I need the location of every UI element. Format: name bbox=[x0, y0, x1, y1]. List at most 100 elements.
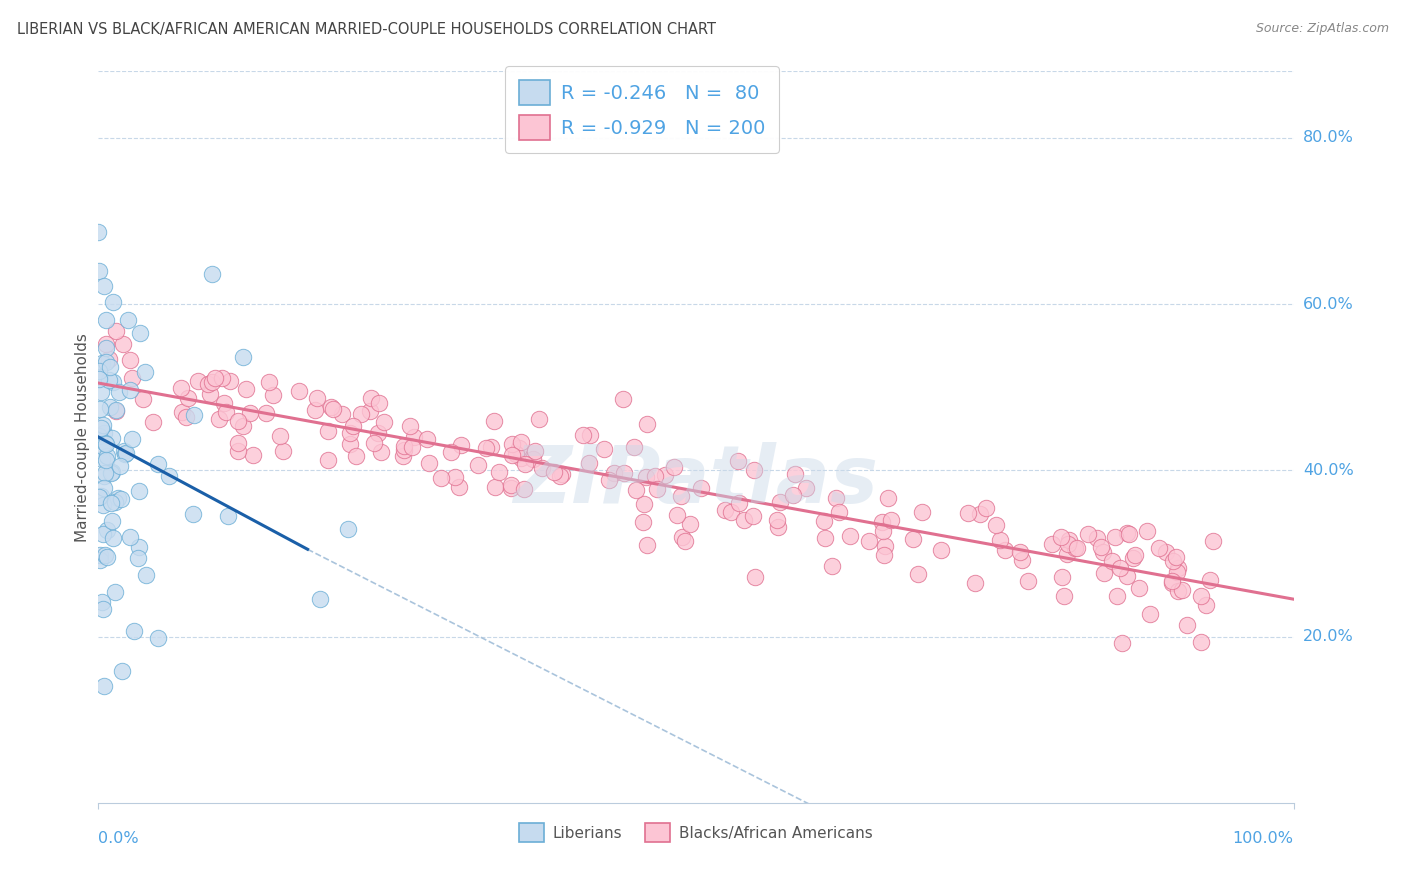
Point bbox=[1056, 537, 1078, 551]
Point bbox=[269, 428, 291, 442]
Point bbox=[733, 512, 755, 526]
Point bbox=[513, 482, 536, 496]
Point bbox=[226, 436, 249, 450]
Point bbox=[602, 467, 624, 481]
Point bbox=[105, 324, 128, 338]
Point bbox=[198, 387, 221, 401]
Point bbox=[100, 467, 122, 481]
Point bbox=[148, 631, 170, 645]
Point bbox=[197, 377, 219, 392]
Point bbox=[254, 406, 277, 420]
Point bbox=[89, 548, 111, 562]
Text: Source: ZipAtlas.com: Source: ZipAtlas.com bbox=[1256, 22, 1389, 36]
Point bbox=[578, 456, 600, 470]
Point bbox=[636, 417, 658, 431]
Point bbox=[1066, 541, 1088, 556]
Point bbox=[1011, 553, 1033, 567]
Point bbox=[104, 495, 127, 509]
Point bbox=[93, 425, 115, 440]
Point bbox=[631, 516, 654, 530]
Point bbox=[100, 496, 122, 510]
Point bbox=[1017, 574, 1039, 588]
Point bbox=[107, 385, 129, 400]
Point bbox=[654, 468, 676, 483]
Point bbox=[100, 514, 122, 528]
Point bbox=[644, 469, 666, 483]
Point bbox=[1154, 545, 1177, 559]
Point bbox=[93, 481, 115, 495]
Point bbox=[1128, 581, 1150, 595]
Point bbox=[211, 371, 233, 385]
Point bbox=[1160, 576, 1182, 591]
Point bbox=[673, 533, 696, 548]
Point bbox=[571, 428, 593, 442]
Point bbox=[1194, 598, 1216, 612]
Point bbox=[94, 548, 117, 562]
Point bbox=[671, 489, 693, 503]
Point bbox=[415, 432, 437, 446]
Point bbox=[838, 529, 860, 543]
Point bbox=[742, 508, 765, 523]
Point bbox=[988, 533, 1011, 547]
Point bbox=[479, 441, 502, 455]
Point bbox=[1049, 530, 1071, 544]
Point bbox=[1189, 634, 1212, 648]
Point bbox=[1085, 531, 1108, 545]
Point bbox=[1092, 566, 1115, 580]
Point bbox=[122, 624, 145, 639]
Point bbox=[1056, 548, 1078, 562]
Point bbox=[969, 508, 991, 522]
Point bbox=[509, 435, 531, 450]
Point bbox=[201, 376, 224, 390]
Point bbox=[1077, 527, 1099, 541]
Point bbox=[765, 513, 787, 527]
Point bbox=[90, 595, 112, 609]
Point bbox=[226, 444, 249, 458]
Point bbox=[94, 313, 117, 327]
Point bbox=[624, 483, 647, 497]
Point bbox=[170, 381, 193, 395]
Point bbox=[208, 411, 231, 425]
Point bbox=[94, 436, 117, 450]
Text: 60.0%: 60.0% bbox=[1303, 297, 1354, 311]
Text: 0.0%: 0.0% bbox=[98, 830, 139, 846]
Point bbox=[104, 404, 127, 418]
Point bbox=[522, 451, 544, 466]
Point bbox=[1161, 554, 1184, 568]
Point bbox=[242, 449, 264, 463]
Point bbox=[404, 429, 426, 443]
Point bbox=[94, 436, 117, 450]
Point bbox=[766, 520, 789, 534]
Point bbox=[1104, 530, 1126, 544]
Point bbox=[321, 401, 343, 416]
Point bbox=[118, 530, 141, 544]
Point bbox=[101, 375, 124, 389]
Text: LIBERIAN VS BLACK/AFRICAN AMERICAN MARRIED-COUPLE HOUSEHOLDS CORRELATION CHART: LIBERIAN VS BLACK/AFRICAN AMERICAN MARRI… bbox=[17, 22, 716, 37]
Point bbox=[316, 424, 339, 438]
Point bbox=[330, 407, 353, 421]
Point bbox=[259, 376, 281, 390]
Point bbox=[598, 473, 620, 487]
Point bbox=[157, 468, 180, 483]
Point bbox=[91, 526, 114, 541]
Point bbox=[187, 374, 209, 388]
Point bbox=[217, 509, 239, 524]
Point bbox=[501, 437, 523, 451]
Point bbox=[118, 353, 141, 368]
Point bbox=[176, 392, 198, 406]
Point bbox=[128, 540, 150, 554]
Point bbox=[1091, 545, 1114, 559]
Point bbox=[825, 491, 848, 505]
Point bbox=[392, 449, 415, 463]
Point bbox=[821, 558, 844, 573]
Point bbox=[96, 449, 118, 463]
Point bbox=[418, 457, 440, 471]
Point bbox=[499, 477, 522, 491]
Point bbox=[337, 522, 360, 536]
Point bbox=[984, 518, 1007, 533]
Point bbox=[339, 425, 361, 440]
Point bbox=[636, 469, 658, 483]
Point bbox=[104, 403, 127, 417]
Point bbox=[111, 665, 134, 679]
Point bbox=[373, 415, 395, 429]
